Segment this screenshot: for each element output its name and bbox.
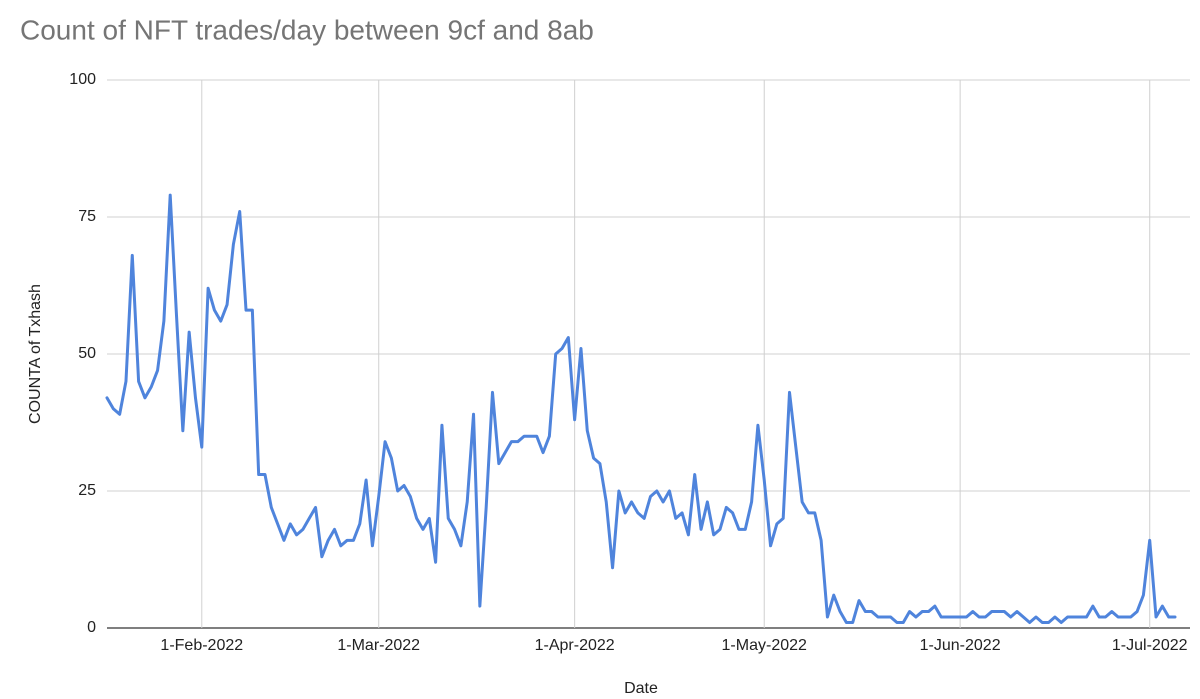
data-line	[105, 193, 1177, 625]
x-axis-label: Date	[624, 680, 658, 697]
y-tick-label: 0	[87, 619, 96, 636]
y-tick-label: 75	[78, 208, 96, 225]
chart-title: Count of NFT trades/day between 9cf and …	[20, 14, 594, 45]
x-tick-label: 1-May-2022	[722, 637, 807, 654]
x-tick-label: 1-Apr-2022	[535, 637, 615, 654]
y-tick-label: 50	[78, 345, 96, 362]
y-tick-label: 25	[78, 482, 96, 499]
x-tick-label: 1-Feb-2022	[160, 637, 243, 654]
x-tick-label: 1-Jun-2022	[920, 637, 1001, 654]
x-tick-label: 1-Jul-2022	[1112, 637, 1188, 654]
y-axis-label: COUNTA of Txhash	[27, 284, 44, 424]
x-tick-label: 1-Mar-2022	[337, 637, 420, 654]
y-tick-label: 100	[69, 71, 96, 88]
